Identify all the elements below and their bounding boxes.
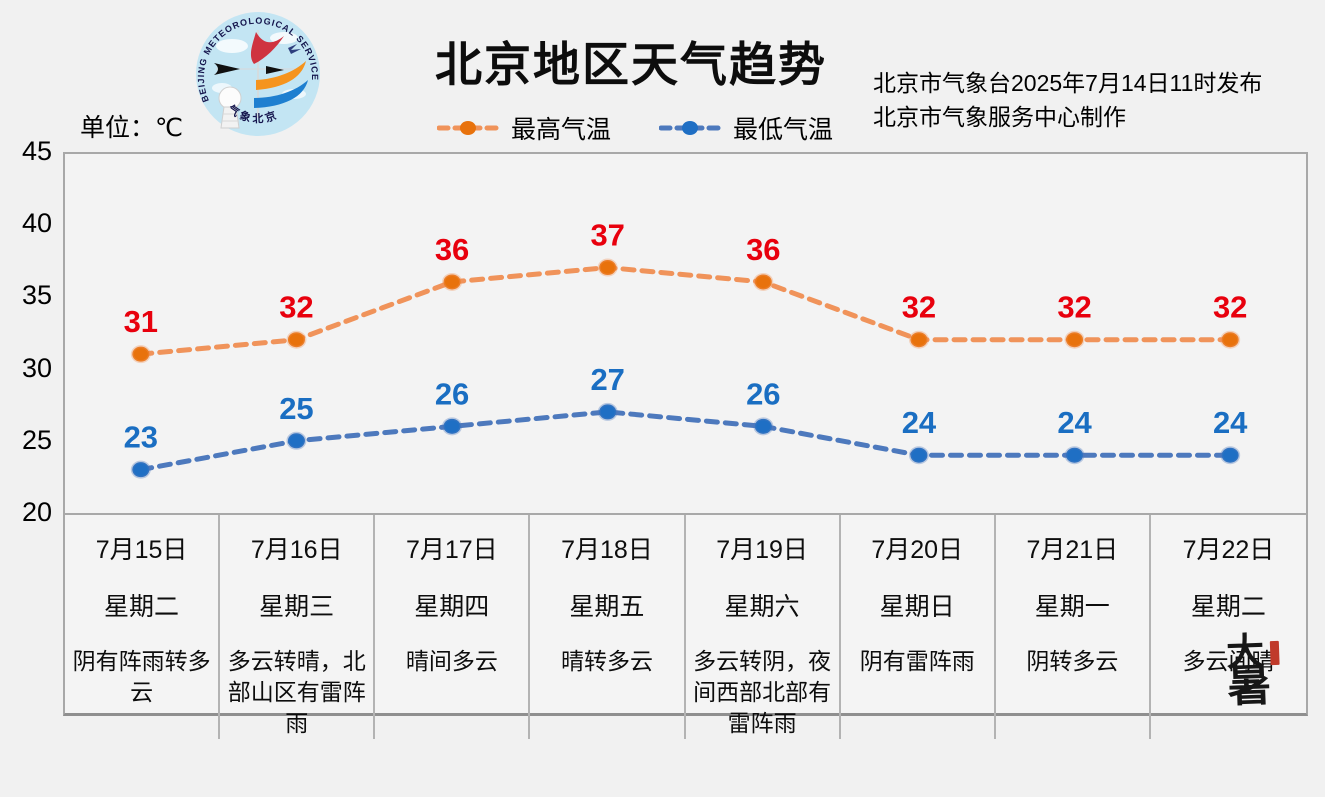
unit-label: 单位：℃ (80, 114, 184, 142)
day-weather: 多云转阴，夜间西部北部有雷阵雨 (693, 648, 832, 736)
solar-term-seal: 大 暑 (1199, 628, 1294, 719)
y-axis-tick: 30 (21, 352, 52, 383)
y-axis-tick: 45 (21, 136, 52, 166)
seal-red-stamp-icon (1269, 640, 1280, 666)
forecast-day-cell: 7月18日星期五晴转多云 (530, 515, 686, 739)
forecast-day-cell: 7月16日星期三多云转晴，北部山区有雷阵雨 (220, 515, 376, 739)
day-weather: 阴有雷阵雨 (859, 648, 975, 674)
issuer-line-1: 北京市气象台2025年7月14日11时发布 (873, 70, 1263, 96)
logo-wind-vane-icon (214, 63, 240, 75)
legend-label-max: 最高气温 (511, 116, 612, 144)
legend-label-min: 最低气温 (733, 116, 834, 144)
issuer-info: 北京市气象台2025年7月14日11时发布 北京市气象服务中心制作 (873, 66, 1262, 134)
day-date: 7月16日 (250, 536, 343, 564)
forecast-day-cell: 7月17日星期四晴间多云 (375, 515, 531, 739)
day-weekday: 星期二 (1190, 593, 1266, 621)
forecast-day-cell: 7月21日星期一阴转多云 (996, 515, 1151, 739)
legend-item-max-temp: 最高气温 (437, 110, 611, 146)
day-weekday: 星期二 (104, 593, 180, 621)
y-axis-tick: 40 (21, 208, 52, 239)
max-temp-line-icon (437, 121, 499, 135)
forecast-day-cell: 7月20日星期日阴有雷阵雨 (841, 515, 996, 739)
day-date: 7月22日 (1182, 536, 1275, 564)
logo-orange-swoosh (256, 61, 306, 90)
day-weekday: 星期四 (414, 593, 490, 621)
day-date: 7月17日 (405, 536, 498, 564)
day-weather: 阴有阵雨转多云 (72, 648, 211, 705)
day-weather: 多云间晴 (1182, 648, 1275, 674)
chart-legend: 最高气温 最低气温 (437, 110, 833, 146)
logo-blue-swoosh (254, 80, 308, 108)
day-weather: 多云转晴，北部山区有雷阵雨 (227, 648, 366, 736)
page-title: 北京地区天气趋势 (435, 38, 827, 91)
logo-red-ribbon (250, 32, 284, 64)
day-weather: 晴间多云 (405, 648, 498, 674)
forecast-day-cell: 7月22日星期二多云间晴 (1151, 515, 1306, 739)
seal-char-bottom: 暑 (1226, 660, 1273, 713)
day-date: 7月20日 (871, 536, 964, 564)
day-weekday: 星期日 (879, 593, 955, 621)
day-weekday: 星期五 (569, 593, 645, 621)
y-axis-tick: 25 (21, 424, 52, 455)
day-weekday: 星期一 (1034, 593, 1110, 621)
day-date: 7月18日 (561, 536, 653, 564)
plot-area (63, 152, 1308, 513)
min-temp-line-icon (659, 121, 722, 135)
day-date: 7月19日 (716, 536, 808, 564)
forecast-day-cell: 7月15日星期二阴有阵雨转多云 (65, 515, 221, 739)
day-weekday: 星期三 (259, 593, 335, 621)
day-weather: 阴转多云 (1026, 648, 1119, 674)
logo-plane-icon (288, 44, 301, 54)
day-weather: 晴转多云 (560, 648, 653, 674)
forecast-day-cell: 7月19日星期六多云转阴，夜间西部北部有雷阵雨 (686, 515, 841, 739)
issuer-line-2: 北京市气象服务中心制作 (873, 104, 1126, 130)
legend-item-min-temp: 最低气温 (659, 110, 833, 146)
forecast-table: 7月15日 星期二 阴有阵雨转多云 7月16日 星期三 多云转晴，北部山区有雷阵雨 7月17… (63, 513, 1308, 739)
day-weekday: 星期六 (724, 593, 800, 621)
day-date: 7月15日 (95, 536, 188, 564)
y-axis-tick: 35 (21, 280, 52, 311)
beijing-meteorological-service-logo-icon: BEIJING METEOROLOGICAL SERVICE 气象北京 (196, 12, 320, 136)
y-axis-tick: 20 (21, 497, 52, 527)
day-date: 7月21日 (1026, 536, 1119, 564)
logo-radar-dome-icon (218, 86, 242, 110)
